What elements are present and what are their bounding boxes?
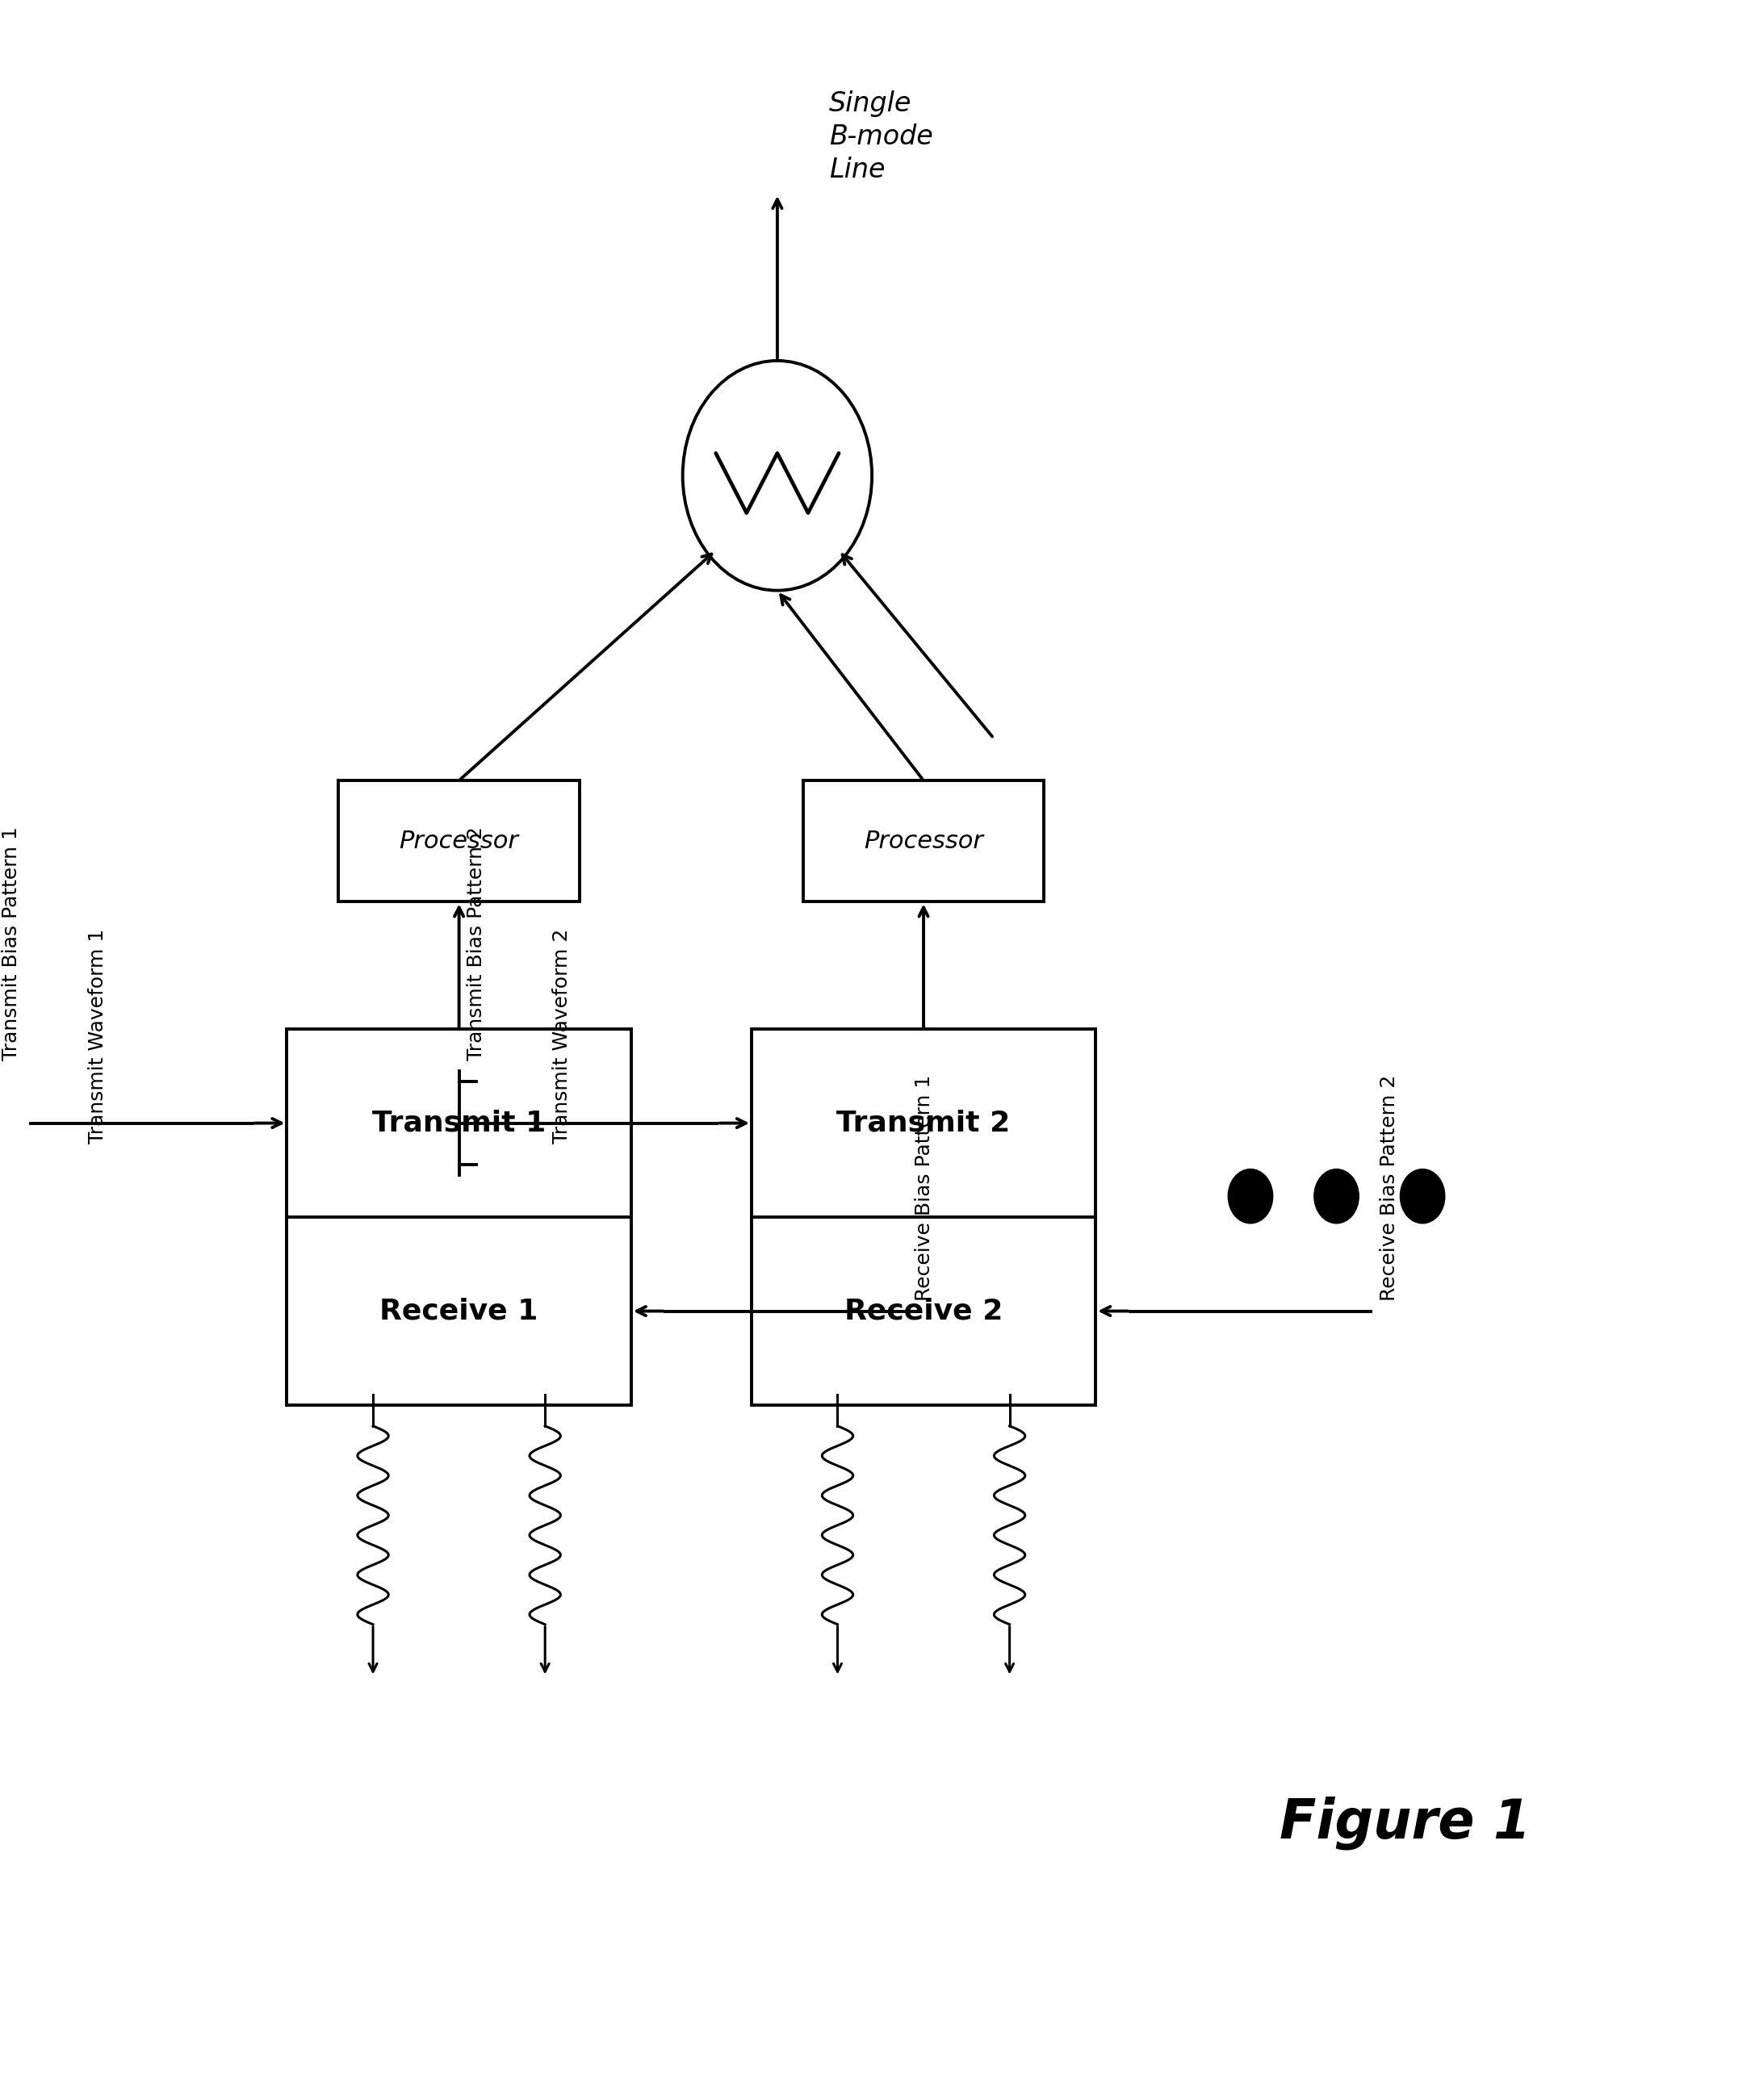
Text: Transmit Waveform 2: Transmit Waveform 2 [553,928,572,1145]
Text: Processor: Processor [400,830,519,853]
Text: Transmit Waveform 1: Transmit Waveform 1 [88,928,107,1145]
Text: Transmit 2: Transmit 2 [837,1109,1011,1136]
Bar [751,1029,1095,1405]
Text: Transmit Bias Pattern 2: Transmit Bias Pattern 2 [467,827,486,1060]
Text: Processor: Processor [863,830,983,853]
Circle shape [683,361,872,590]
Circle shape [1400,1170,1444,1224]
Bar [288,1029,632,1405]
Text: Transmit Bias Pattern 1: Transmit Bias Pattern 1 [2,827,21,1060]
Text: Receive 1: Receive 1 [379,1298,539,1325]
Text: Single
B-mode
Line: Single B-mode Line [828,90,934,183]
Circle shape [1314,1170,1358,1224]
Circle shape [1228,1170,1272,1224]
Text: Figure 1: Figure 1 [1279,1796,1530,1850]
Text: Receive 2: Receive 2 [844,1298,1002,1325]
Bar [804,781,1044,901]
Bar [339,781,579,901]
Text: Receive Bias Pattern 1: Receive Bias Pattern 1 [914,1075,934,1300]
Text: Transmit 1: Transmit 1 [372,1109,546,1136]
Text: Receive Bias Pattern 2: Receive Bias Pattern 2 [1379,1075,1399,1300]
